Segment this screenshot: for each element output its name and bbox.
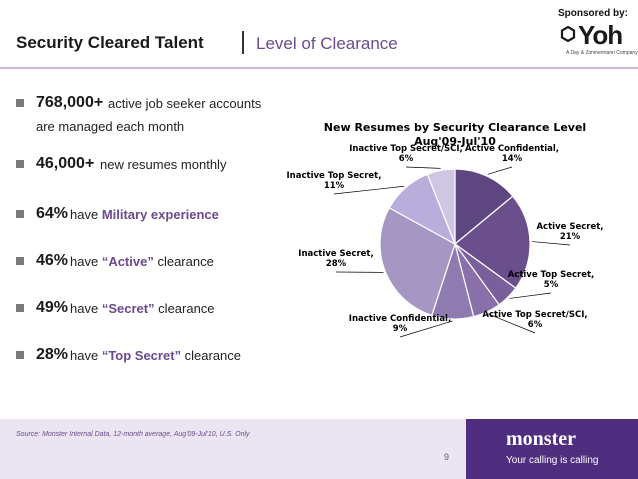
yoh-hexagon-icon (560, 26, 576, 42)
pie-leader-line (405, 166, 441, 169)
pie-labels: Active Confidential, 14% Active Secret, 21%… (287, 144, 604, 334)
pie-label: Inactive Top Secret, 11% (287, 171, 382, 191)
bullet-stat: 28% (36, 346, 69, 363)
pie-slice (454, 195, 531, 289)
pie-label: Inactive Top Secret/SCI, 6% (349, 144, 463, 164)
pie-leader-line (531, 241, 571, 246)
monster-tagline: Your calling is calling (506, 455, 599, 466)
bullet-marker (16, 160, 24, 168)
pie-label: Active Confidential, 14% (465, 144, 559, 164)
page-subtitle: Level of Clearance (256, 34, 398, 53)
bullet-text-continued: are managed each month (36, 119, 185, 134)
bullet-stat: 64% (36, 205, 69, 222)
pie-slice (454, 168, 514, 246)
bullet-marker (16, 210, 24, 218)
bullet-stat: 49% (36, 299, 69, 316)
pie-label: Inactive Secret, 28% (298, 249, 373, 269)
bullet-text: have (70, 254, 102, 269)
bullet-text: active job seeker accounts (108, 96, 262, 111)
bullet-marker (16, 351, 24, 359)
pie-leader-lines (333, 166, 571, 338)
bullet-text: new resumes monthly (100, 157, 227, 172)
page-title: Security Cleared Talent (16, 33, 204, 52)
pie-slices (379, 168, 531, 320)
pie-label: Active Top Secret/SCI, 6% (482, 310, 587, 330)
chart-title: New Resumes by Security Clearance Level (324, 121, 586, 134)
sponsor-logo: Yoh A Day & Zimmermann Company (560, 20, 638, 62)
source-note: Source: Monster Internal Data, 12-month … (16, 431, 250, 438)
bullet-tail: clearance (181, 348, 242, 363)
bullet-stat: 768,000+ (36, 94, 104, 111)
pie-label: Active Top Secret, 5% (508, 270, 595, 290)
bullet-text: have (70, 348, 102, 363)
pie-chart: New Resumes by Security Clearance Level … (280, 108, 638, 408)
pie-slice (426, 168, 456, 245)
bullet-highlight: “Active” (101, 254, 154, 269)
pie-leader-line (333, 185, 405, 195)
title-divider (242, 31, 244, 54)
page-number: 9 (444, 452, 450, 462)
pie-leader-line (487, 313, 536, 334)
bullet-tail: clearance (154, 301, 215, 316)
bullet-highlight: Military experience (101, 207, 219, 222)
pie-label: Inactive Confidential, 9% (349, 314, 451, 334)
header-rule (0, 67, 638, 69)
pie-chart-svg: New Resumes by Security Clearance Level … (287, 121, 604, 338)
bullet-highlight: “Top Secret” (101, 348, 182, 363)
bullet-marker (16, 99, 24, 107)
pie-label: Active Secret, 21% (536, 222, 603, 242)
pie-leader-line (487, 166, 513, 175)
monster-logo: monster Your calling is calling (466, 419, 638, 479)
pie-leader-line (399, 320, 453, 338)
bullet-tail: clearance (153, 254, 214, 269)
pie-slice (379, 207, 456, 317)
monster-brand: monster (506, 428, 576, 450)
sponsor-logo-tagline: A Day & Zimmermann Company (566, 50, 638, 56)
bullet-text: have (70, 207, 102, 222)
chart-subtitle: Aug'09-Jul'10 (414, 135, 496, 148)
bullet-stat: 46,000+ (36, 155, 95, 172)
bullet-marker (16, 257, 24, 265)
bullet-highlight: “Secret” (101, 301, 155, 316)
bullet-text: have (70, 301, 102, 316)
bullet-marker (16, 304, 24, 312)
pie-leader-line (509, 292, 552, 299)
sponsor-label: Sponsored by: (557, 8, 628, 19)
bullet-stat: 46% (36, 252, 69, 269)
sponsor-logo-text: Yoh (578, 20, 623, 50)
